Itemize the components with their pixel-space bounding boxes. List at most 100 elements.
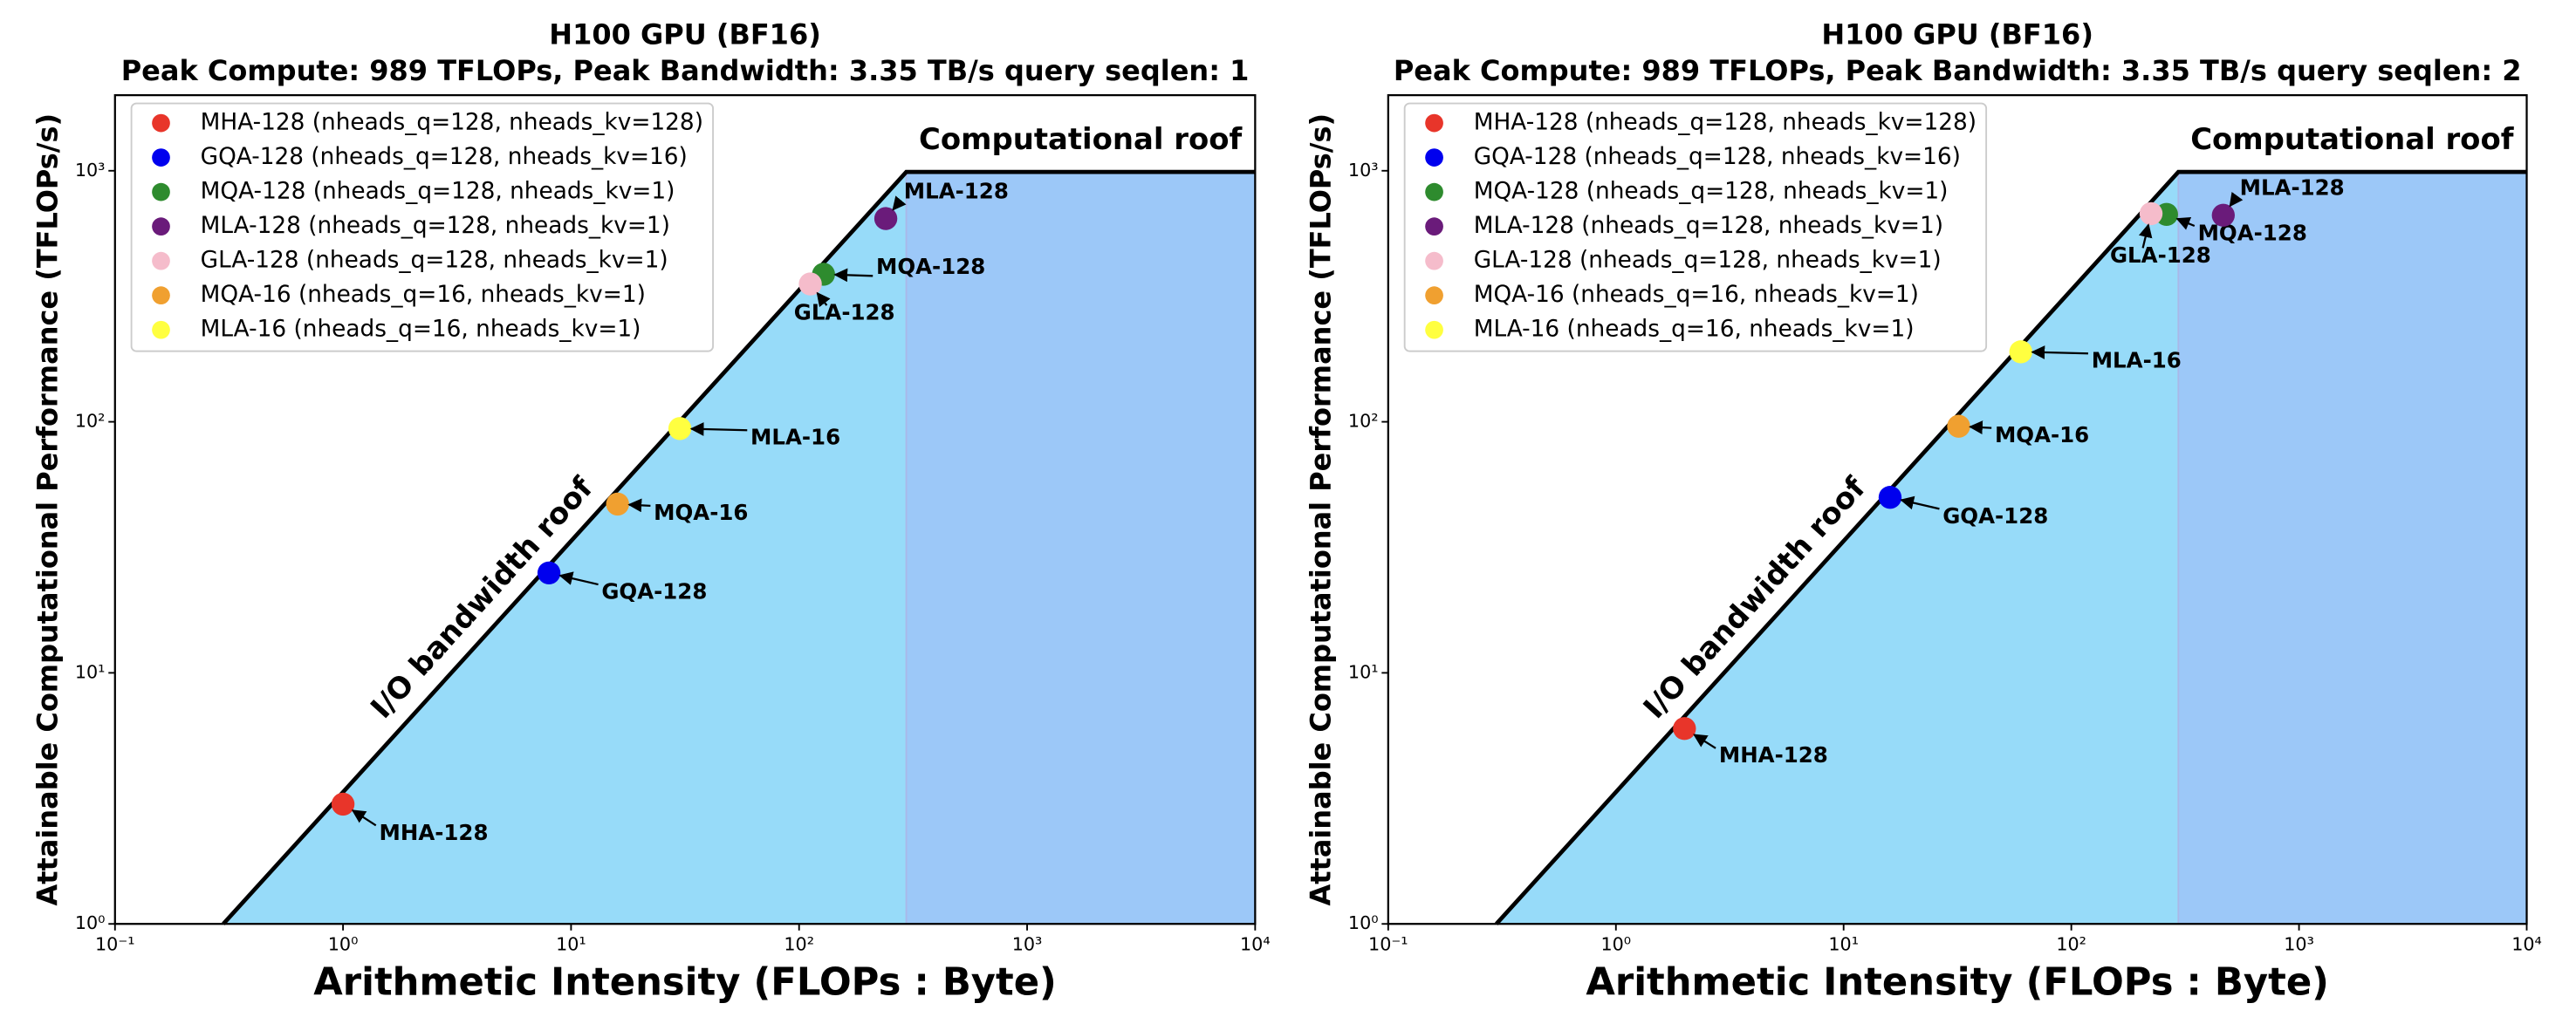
x-tick-label: 10¹ [556, 934, 586, 955]
y-tick-label: 10¹ [1348, 661, 1379, 682]
roof-line [222, 169, 1256, 925]
compute-roof-label: Computational roof [2190, 122, 2515, 156]
legend-label: MHA-128 (nheads_q=128, nheads_kv=128) [201, 110, 703, 136]
point-label: MQA-128 [2198, 220, 2307, 245]
legend-label: MLA-128 (nheads_q=128, nheads_kv=1) [1474, 213, 1943, 239]
compute-bound-region [2178, 172, 2527, 925]
x-tick-label: 10⁰ [328, 934, 359, 955]
legend-box [130, 102, 715, 352]
x-tick-label: 10⁻¹ [1368, 934, 1408, 955]
point-label: GLA-128 [794, 299, 895, 324]
point-label: GQA-128 [601, 578, 707, 604]
data-point [2009, 340, 2032, 364]
chart-title: H100 GPU (BF16) [1821, 17, 2093, 51]
x-tick-label: 10² [784, 934, 814, 955]
data-point [874, 207, 898, 230]
point-label: MLA-16 [750, 425, 840, 450]
legend-label: GQA-128 (nheads_q=128, nheads_kv=16) [201, 144, 688, 170]
point-arrow [689, 422, 748, 436]
chart-title: H100 GPU (BF16) [549, 17, 821, 51]
point-arrow [892, 195, 907, 211]
y-tick-label: 10⁰ [1348, 912, 1379, 933]
legend-marker [1425, 217, 1443, 236]
y-tick-label: 10⁰ [75, 912, 106, 933]
data-point [537, 561, 561, 585]
legend-label: MHA-128 (nheads_q=128, nheads_kv=128) [1474, 110, 1977, 136]
point-label: MLA-128 [2240, 175, 2345, 201]
plot-frame [1387, 93, 2528, 925]
x-tick-label: 10² [2056, 934, 2086, 955]
legend-marker [152, 251, 170, 270]
x-tick-label: 10³ [1012, 934, 1043, 955]
x-tick-label: 10¹ [1828, 934, 1859, 955]
legend-label: GLA-128 (nheads_q=128, nheads_kv=1) [201, 248, 668, 274]
compute-bound-region [906, 172, 1256, 925]
y-tick-label: 10³ [1348, 160, 1379, 181]
point-label: MQA-128 [876, 254, 985, 279]
legend-label: MLA-128 (nheads_q=128, nheads_kv=1) [201, 213, 670, 239]
x-tick-label: 10³ [2284, 934, 2314, 955]
legend-marker [152, 320, 170, 339]
legend-marker [1425, 182, 1443, 201]
point-label: MLA-128 [904, 178, 1009, 203]
x-axis-label: Arithmetic Intensity (FLOPs : Byte) [1586, 960, 2329, 1004]
y-tick-label: 10² [1348, 411, 1379, 432]
y-axis-label: Attainable Computational Performance (TF… [31, 113, 64, 906]
legend-label: MQA-128 (nheads_q=128, nheads_kv=1) [1474, 179, 1949, 205]
point-arrow [2229, 191, 2244, 208]
point-label: MHA-128 [380, 820, 489, 845]
data-point [606, 492, 629, 516]
legend-marker [152, 148, 170, 167]
point-arrow [1693, 734, 1716, 749]
x-axis-label: Arithmetic Intensity (FLOPs : Byte) [313, 960, 1057, 1004]
legend-marker [1425, 148, 1443, 167]
y-tick-label: 10¹ [75, 661, 106, 682]
legend-marker [152, 182, 170, 201]
legend-marker [152, 286, 170, 305]
x-tick-label: 10⁴ [2511, 934, 2542, 955]
legend-label: MQA-128 (nheads_q=128, nheads_kv=1) [201, 179, 675, 205]
x-tick-label: 10⁰ [1600, 934, 1631, 955]
data-point [1947, 414, 1970, 438]
point-label: MQA-16 [1995, 422, 2089, 447]
data-point [2139, 201, 2163, 226]
point-arrow [816, 291, 831, 308]
chart-subtitle: Peak Compute: 989 TFLOPs, Peak Bandwidth… [1394, 54, 2522, 87]
point-arrow [2139, 223, 2153, 249]
data-point [1673, 717, 1696, 741]
legend-label: MLA-16 (nheads_q=16, nheads_kv=1) [1474, 317, 1915, 343]
point-arrow [1900, 495, 1940, 510]
point-arrow [351, 809, 377, 827]
legend-label: GQA-128 (nheads_q=128, nheads_kv=16) [1474, 144, 1961, 170]
legend-marker [152, 113, 170, 133]
legend-marker [1425, 286, 1443, 305]
data-point [798, 272, 822, 296]
legend-label: MQA-16 (nheads_q=16, nheads_kv=1) [201, 282, 646, 308]
x-tick-label: 10⁴ [1240, 934, 1271, 955]
legend-label: MLA-16 (nheads_q=16, nheads_kv=1) [201, 317, 641, 343]
point-arrow [558, 571, 599, 586]
y-axis-label: Attainable Computational Performance (TF… [1305, 113, 1338, 906]
legend-box [1403, 102, 1988, 352]
y-tick-label: 10³ [75, 160, 106, 181]
data-point [668, 417, 692, 440]
legend-marker [1425, 320, 1443, 339]
point-arrow [627, 498, 651, 513]
point-arrow [2031, 345, 2088, 359]
chart-subtitle: Peak Compute: 989 TFLOPs, Peak Bandwidth… [121, 54, 1250, 87]
data-point [2211, 203, 2235, 227]
point-label: MQA-16 [654, 500, 748, 525]
point-label: GQA-128 [1942, 503, 2048, 529]
roof-line [1495, 169, 2527, 925]
data-point [1878, 486, 1902, 509]
legend-marker [1425, 251, 1443, 270]
y-tick-label: 10² [75, 411, 106, 432]
compute-roof-label: Computational roof [919, 122, 1243, 156]
legend-marker [1425, 113, 1443, 133]
legend-label: MQA-16 (nheads_q=16, nheads_kv=1) [1474, 282, 1919, 308]
point-label: MHA-128 [1719, 742, 1828, 768]
plot-frame [113, 93, 1257, 925]
point-arrow [833, 268, 874, 283]
